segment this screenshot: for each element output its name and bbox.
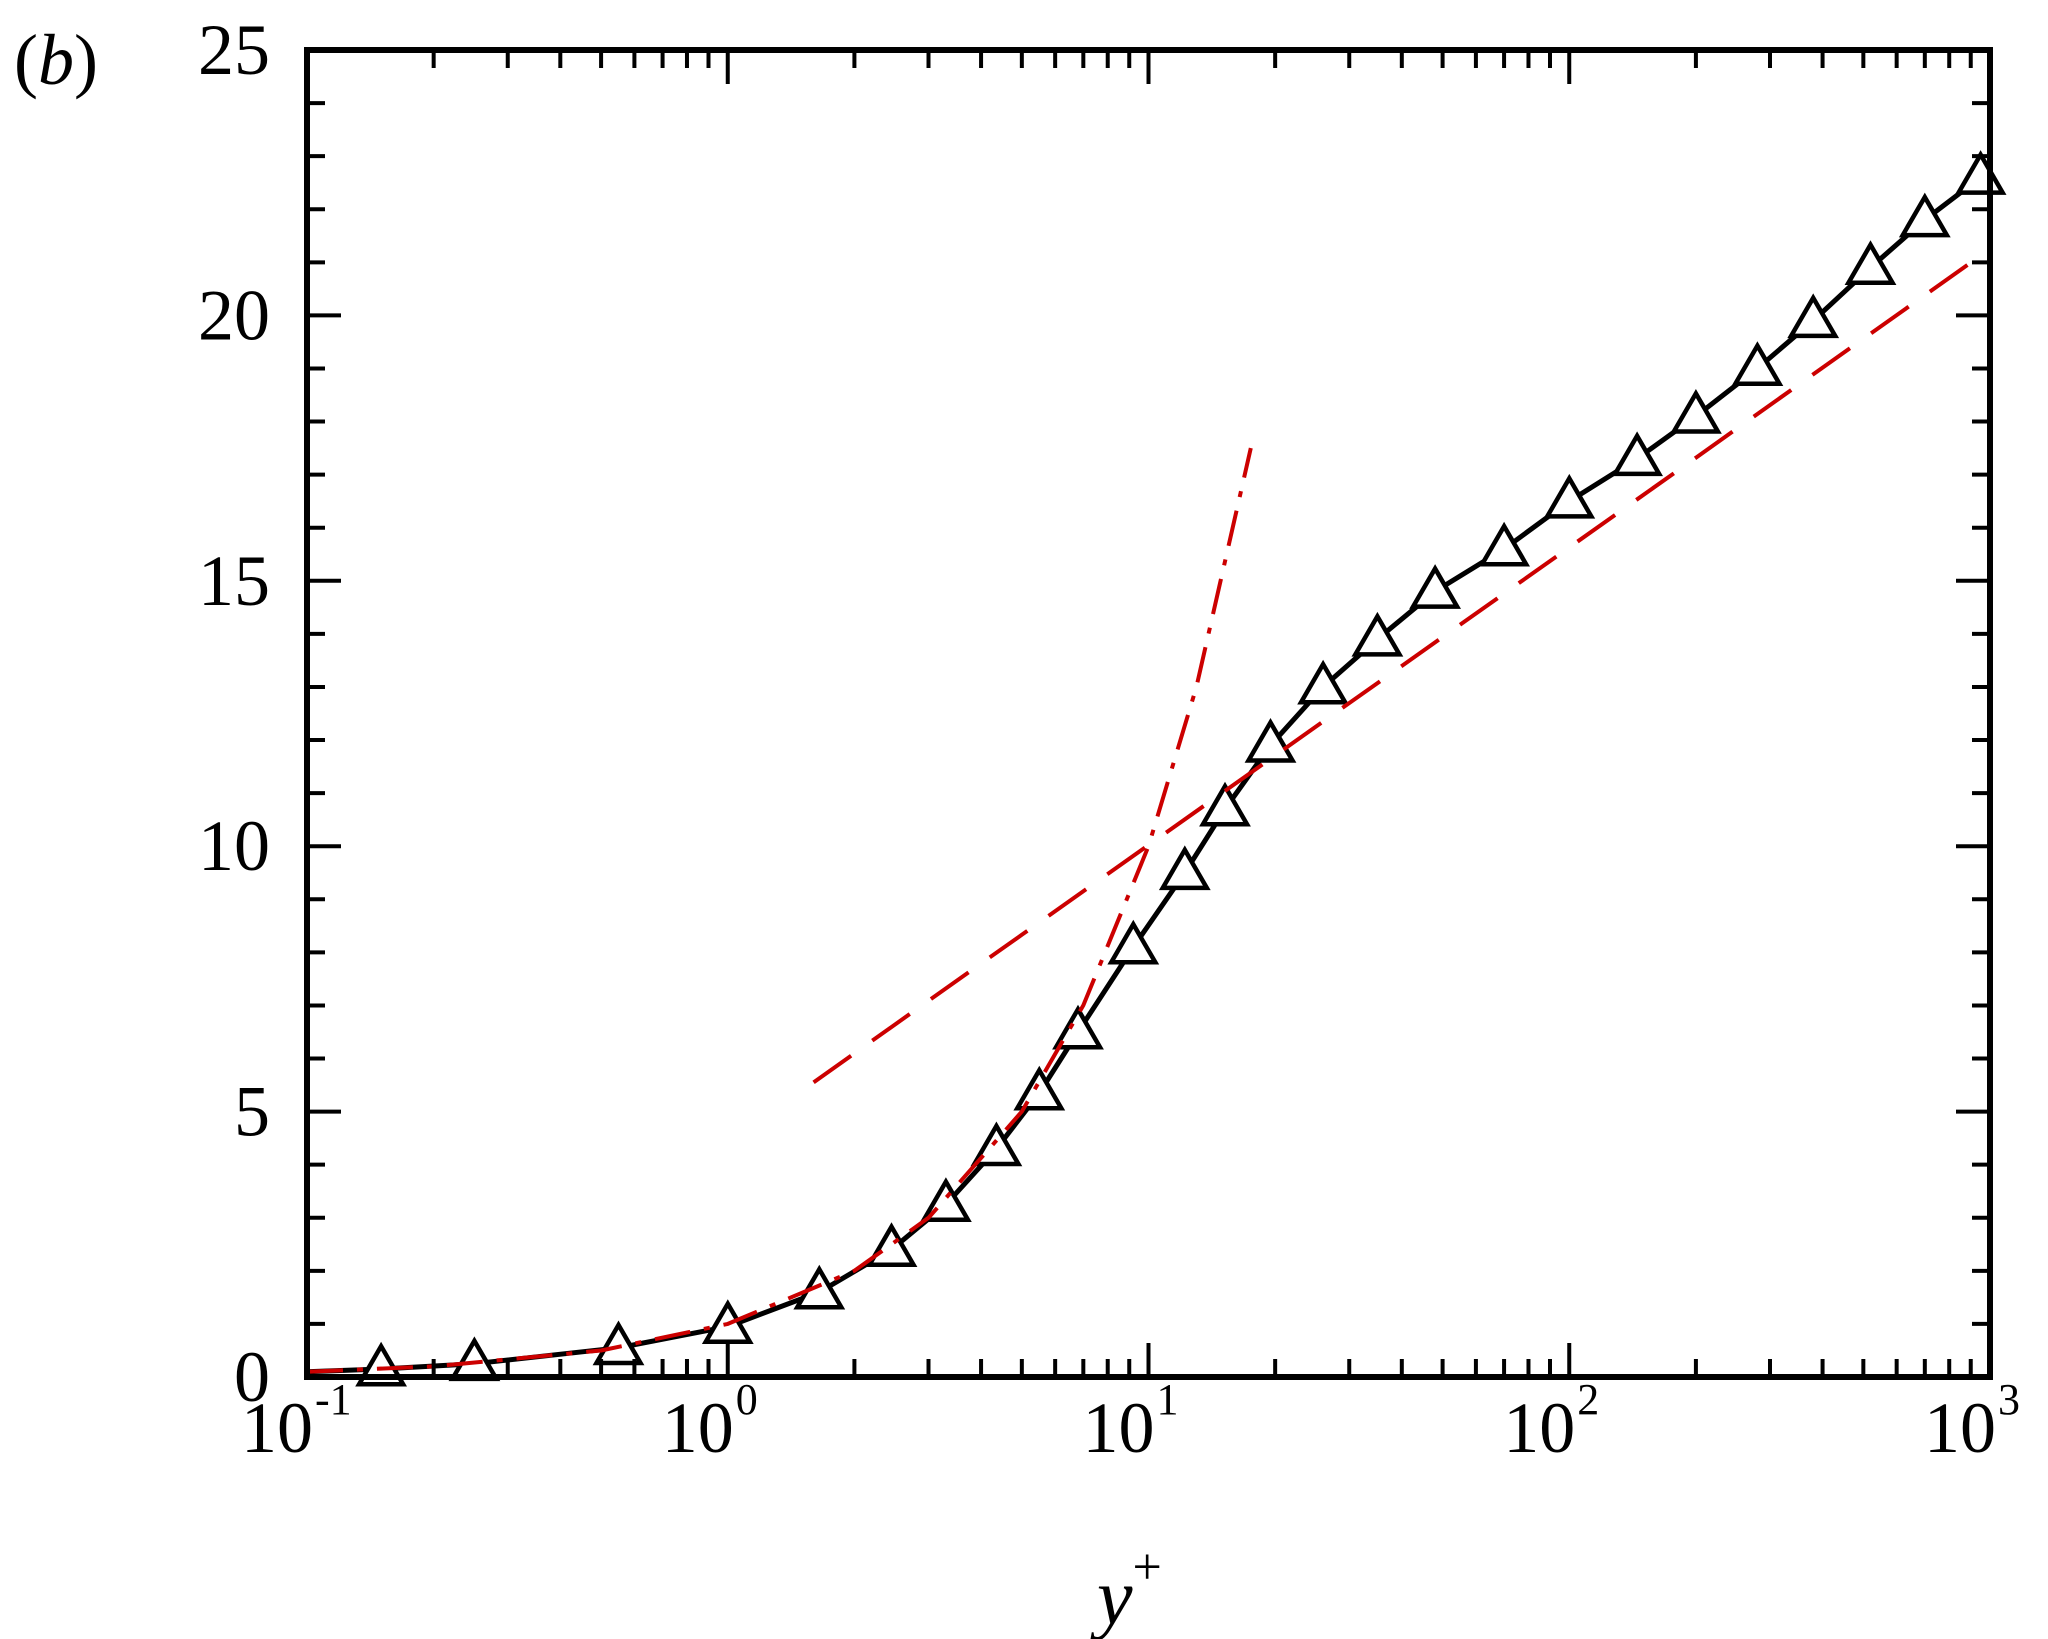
x-tick-label: 10 <box>1083 1388 1155 1468</box>
triangle-marker <box>1611 431 1664 477</box>
triangle-marker <box>793 1264 846 1310</box>
panel-label: (b) <box>14 20 98 100</box>
x-tick-label-exponent: 2 <box>1577 1375 1599 1424</box>
triangle-marker <box>1244 718 1297 763</box>
triangle-marker <box>1297 659 1350 705</box>
plot-data-layer <box>306 150 2007 1387</box>
axis-ticks <box>305 48 1990 1379</box>
y-tick-label: 25 <box>198 10 270 90</box>
triangle-marker <box>1543 473 1596 519</box>
triangle-marker <box>1478 521 1531 567</box>
triangle-marker <box>970 1121 1023 1167</box>
triangle-marker <box>1199 781 1251 827</box>
triangle-marker <box>1898 192 1951 238</box>
triangle-marker <box>1409 564 1462 609</box>
x-tick-label: 10 <box>1503 1388 1575 1468</box>
y-tick-label: 10 <box>198 806 270 886</box>
triangle-marker <box>1954 150 2007 195</box>
series-line-dash-dot <box>306 447 1253 1374</box>
x-axis-label-base: y <box>1090 1554 1133 1639</box>
triangle-marker <box>1351 611 1404 657</box>
y-tick-label: 5 <box>234 1072 270 1152</box>
series-line-dashed <box>812 247 1992 1085</box>
x-tick-label: 10 <box>1924 1388 1996 1468</box>
x-tick-label-exponent: -1 <box>315 1375 352 1424</box>
triangle-marker <box>1731 341 1784 386</box>
y-tick-label: 0 <box>234 1337 270 1417</box>
x-axis-label: y+ <box>1090 1539 1162 1639</box>
x-tick-label: 10 <box>662 1388 734 1468</box>
x-tick-label: 10 <box>241 1388 313 1468</box>
plot-frame <box>304 47 1993 1380</box>
triangle-marker <box>1107 919 1160 965</box>
triangle-marker <box>865 1222 918 1268</box>
x-tick-label-exponent: 0 <box>736 1375 758 1424</box>
triangle-marker <box>1013 1065 1066 1111</box>
triangle-marker <box>1158 845 1211 891</box>
triangle-marker <box>592 1320 645 1366</box>
x-axis-label-sup: + <box>1133 1539 1162 1596</box>
triangle-marker <box>1787 293 1840 339</box>
x-tick-label-exponent: 1 <box>1157 1375 1179 1424</box>
y-tick-label: 15 <box>198 541 270 621</box>
triangle-marker <box>1052 1004 1104 1050</box>
triangle-marker <box>1844 240 1897 286</box>
x-tick-label-exponent: 3 <box>1998 1375 2020 1424</box>
triangle-marker <box>1669 389 1722 434</box>
series-line-solid <box>306 175 1983 1375</box>
y-tick-label: 20 <box>198 275 270 355</box>
